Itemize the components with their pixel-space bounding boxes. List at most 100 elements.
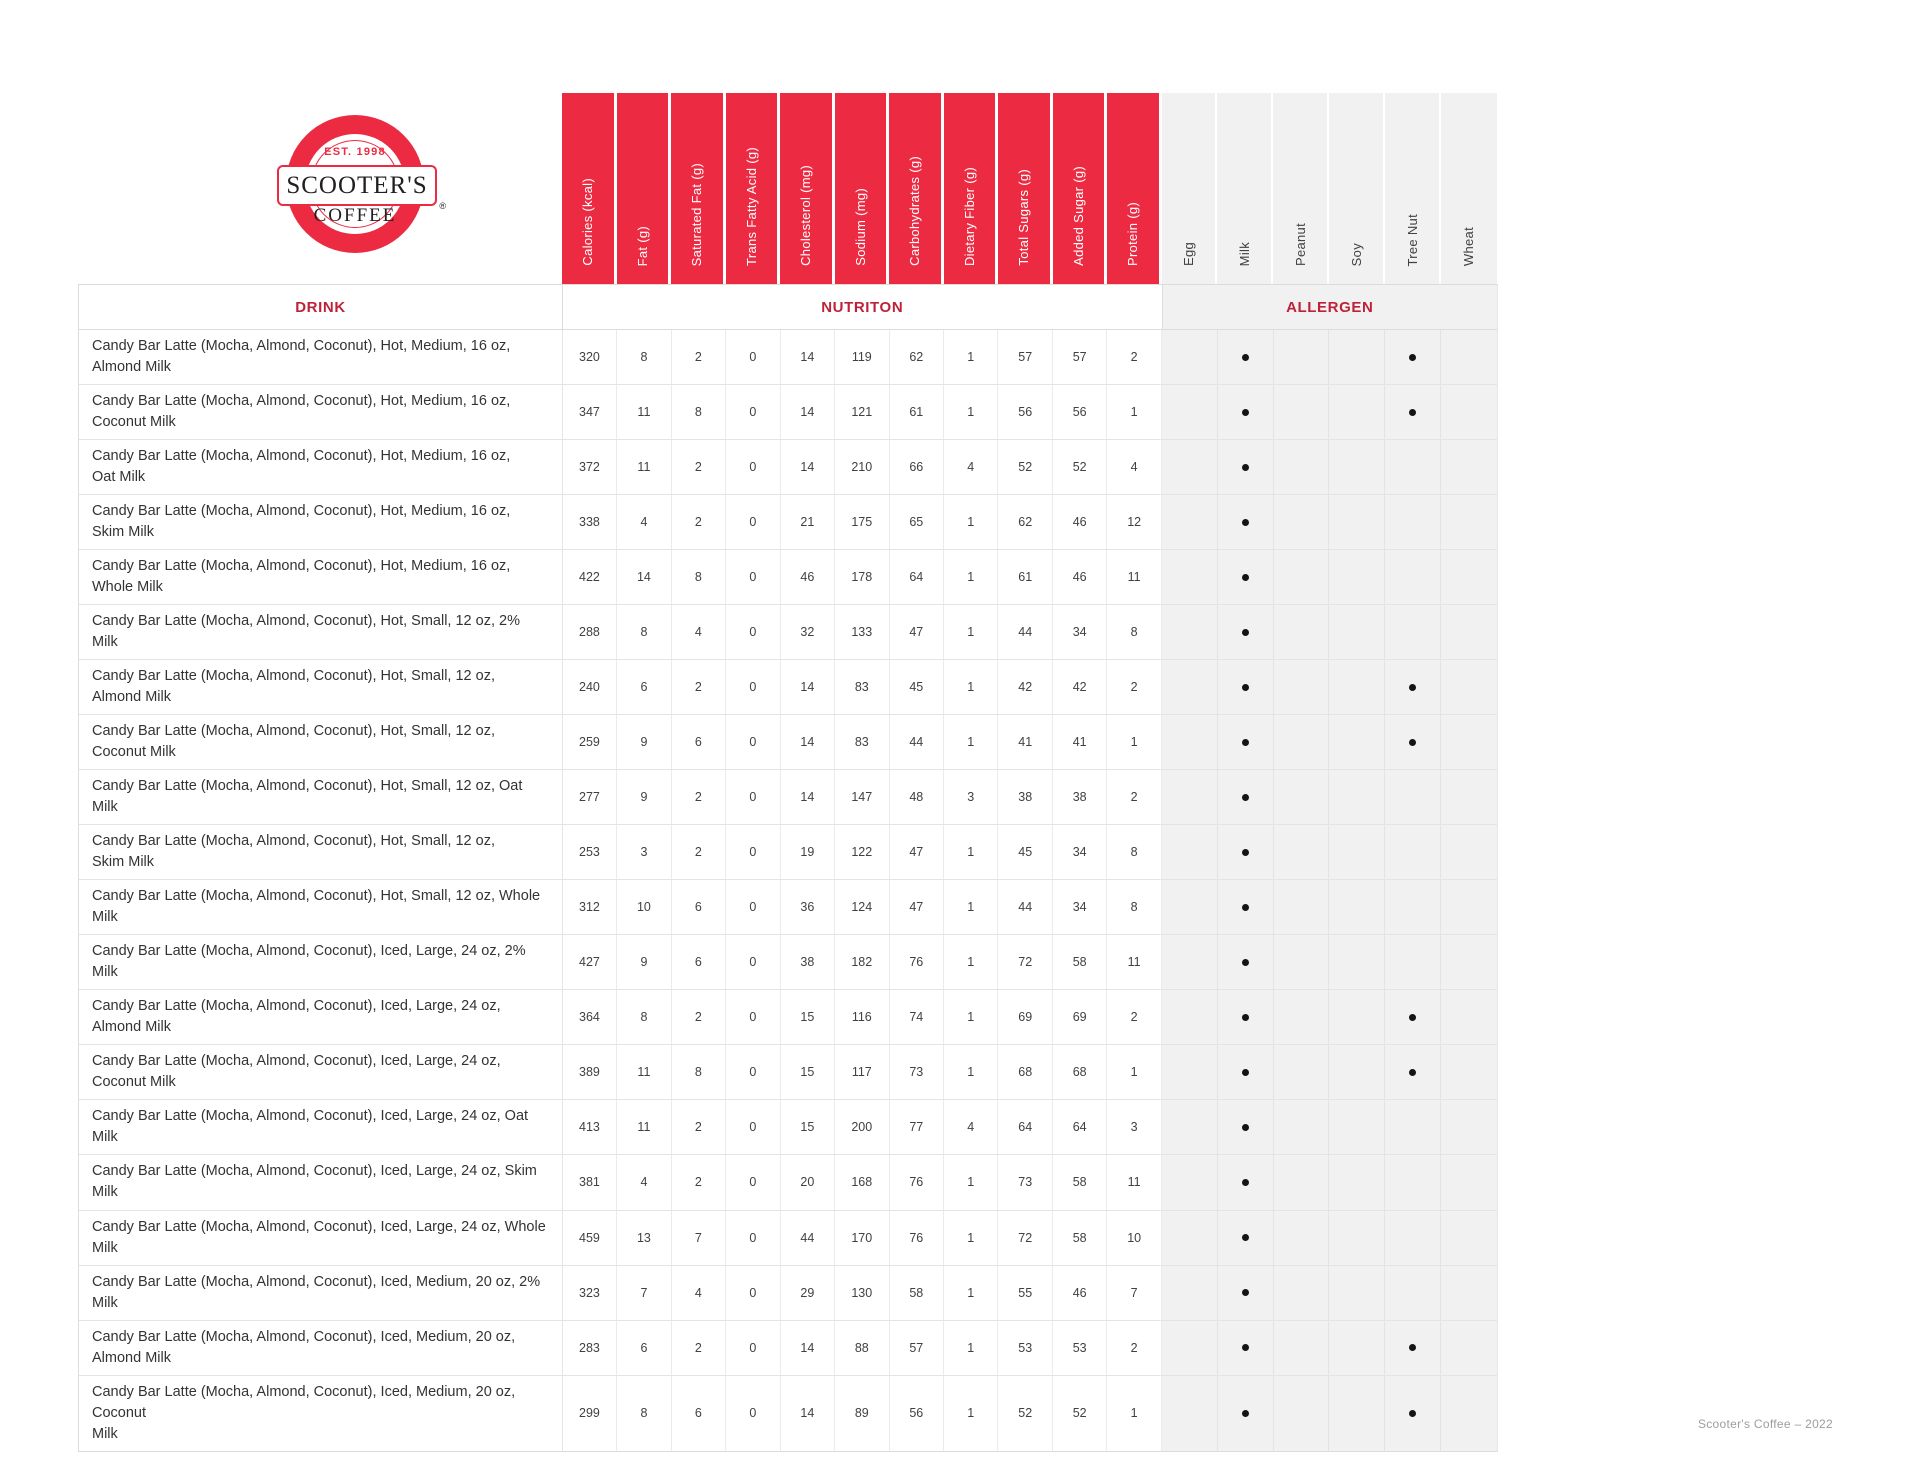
drink-name: Candy Bar Latte (Mocha, Almond, Coconut)… [79,1155,563,1210]
nutrition-value: 38 [1053,770,1108,825]
nutrition-value: 45 [890,660,944,715]
nutrition-value: 77 [890,1100,944,1155]
nutrition-value: 122 [835,825,890,880]
registered-mark: ® [439,201,446,211]
nutrition-table: Calories (kcal) Fat (g) Saturated Fat (g) T… [78,93,1498,1452]
nutrition-value: 47 [890,880,944,935]
nutrition-value: 14 [781,385,836,440]
allergen-cell [1161,990,1218,1045]
column-header-row: Calories (kcal) Fat (g) Saturated Fat (g) T… [78,93,1498,284]
allergen-cell [1329,990,1386,1045]
drink-name: Candy Bar Latte (Mocha, Almond, Coconut)… [79,770,563,825]
nutrition-value: 64 [1053,1100,1108,1155]
nutrition-value: 413 [563,1100,618,1155]
nutrition-value: 175 [835,495,890,550]
allergen-dot [1241,958,1249,966]
nutrition-value: 56 [998,385,1053,440]
nutrition-value: 8 [617,330,672,385]
allergen-dot [1241,1013,1249,1021]
allergen-dot [1409,1344,1417,1352]
nutrition-value: 42 [1053,660,1108,715]
nutrition-value: 117 [835,1045,890,1100]
nutrition-value: 8 [1107,880,1162,935]
table-row: Candy Bar Latte (Mocha, Almond, Coconut)… [79,660,1498,716]
nutrition-value: 83 [835,660,890,715]
nutrition-value: 6 [617,660,672,715]
allergen-cell [1273,1265,1330,1320]
drink-name: Candy Bar Latte (Mocha, Almond, Coconut)… [79,605,563,660]
allergen-dot [1241,1344,1249,1352]
nutrition-value: 1 [1107,1375,1162,1451]
nutrition-value: 83 [835,715,890,770]
table-row: Candy Bar Latte (Mocha, Almond, Coconut)… [79,495,1498,551]
allergen-cell [1161,330,1218,385]
nutrition-value: 6 [617,1320,672,1375]
drink-name: Candy Bar Latte (Mocha, Almond, Coconut)… [79,825,563,880]
drink-name: Candy Bar Latte (Mocha, Almond, Coconut)… [79,550,563,605]
allergen-column-header: Tree Nut [1385,93,1441,284]
allergen-cell [1441,825,1498,880]
nutrition-value: 2 [672,330,727,385]
nutrition-value: 0 [726,990,781,1045]
allergen-cell [1217,825,1274,880]
nutrition-column-header-label: Saturated Fat (g) [689,162,705,266]
allergen-column-header-label: Peanut [1292,222,1308,266]
nutrition-value: 47 [890,605,944,660]
allergen-column-header-label: Soy [1348,242,1364,266]
nutrition-value: 64 [890,550,944,605]
allergen-cell [1441,385,1498,440]
nutrition-column-header: Trans Fatty Acid (g) [725,93,780,284]
nutrition-value: 0 [726,1045,781,1100]
nutrition-column-header: Added Sugar (g) [1052,93,1107,284]
allergen-cell [1441,990,1498,1045]
nutrition-column-header: Protein (g) [1107,93,1162,284]
nutrition-value: 1 [944,990,999,1045]
nutrition-value: 68 [998,1045,1053,1100]
nutrition-column-header: Total Sugars (g) [998,93,1053,284]
nutrition-value: 0 [726,1100,781,1155]
allergen-cell [1161,1045,1218,1100]
nutrition-value: 1 [944,1265,999,1320]
nutrition-value: 9 [617,935,672,990]
allergen-dot [1241,793,1249,801]
nutrition-value: 88 [835,1320,890,1375]
allergen-cell [1217,1320,1274,1375]
nutrition-value: 10 [617,880,672,935]
allergen-dot [1241,1409,1249,1417]
nutrition-value: 14 [617,550,672,605]
table-row: Candy Bar Latte (Mocha, Almond, Coconut)… [79,1320,1498,1376]
allergen-cell [1273,605,1330,660]
nutrition-value: 4 [944,1100,999,1155]
allergen-cell [1329,385,1386,440]
allergen-cell [1441,1320,1498,1375]
allergen-dot [1241,628,1249,636]
allergen-cell [1161,1100,1218,1155]
nutrition-column-header: Saturated Fat (g) [671,93,726,284]
nutrition-value: 11 [1107,1155,1162,1210]
drink-name: Candy Bar Latte (Mocha, Almond, Coconut)… [79,495,563,550]
allergen-cell [1217,935,1274,990]
allergen-cell [1217,770,1274,825]
nutrition-value: 312 [563,880,618,935]
nutrition-value: 1 [944,1375,999,1451]
allergen-cell [1385,990,1442,1045]
nutrition-value: 0 [726,385,781,440]
nutrition-header-group: Calories (kcal) Fat (g) Saturated Fat (g) T… [562,93,1162,284]
nutrition-column-header: Carbohydrates (g) [889,93,944,284]
nutrition-value: 8 [1107,605,1162,660]
nutrition-value: 4 [672,605,727,660]
nutrition-value: 62 [890,330,944,385]
allergen-cell [1385,1320,1442,1375]
allergen-cell [1217,1265,1274,1320]
allergen-dot [1241,848,1249,856]
allergen-cell [1273,440,1330,495]
nutrition-value: 34 [1053,880,1108,935]
nutrition-value: 62 [998,495,1053,550]
allergen-cell [1385,1100,1442,1155]
drink-name: Candy Bar Latte (Mocha, Almond, Coconut)… [79,990,563,1045]
allergen-cell [1385,605,1442,660]
allergen-cell [1385,1375,1442,1451]
allergen-dot [1241,353,1249,361]
nutrition-value: 34 [1053,605,1108,660]
allergen-cell [1273,1045,1330,1100]
